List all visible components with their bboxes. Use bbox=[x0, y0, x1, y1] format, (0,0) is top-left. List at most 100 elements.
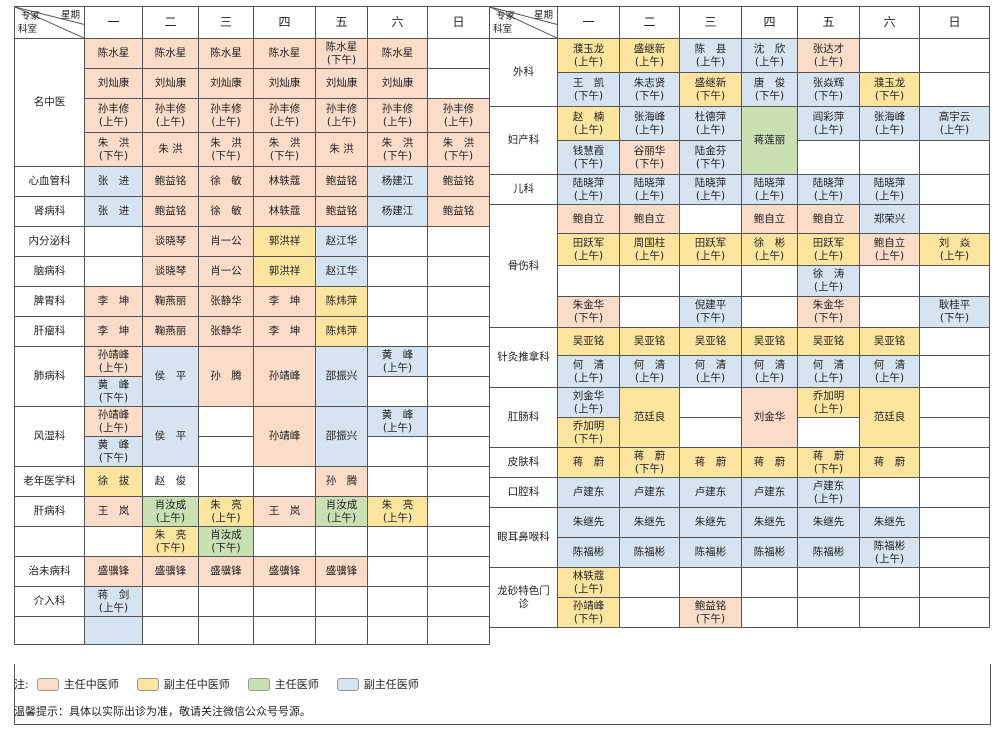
doctor-cell[interactable]: 刘灿康 bbox=[367, 68, 428, 99]
doctor-cell[interactable]: 蒋 蔚 bbox=[557, 447, 620, 478]
doctor-cell[interactable]: 鲍自立 bbox=[557, 204, 620, 234]
doctor-cell[interactable]: 蒋 蔚 bbox=[859, 447, 920, 478]
doctor-cell[interactable]: 孙靖峰 (上午) bbox=[84, 346, 143, 377]
doctor-cell[interactable]: 田跃军 (上午) bbox=[557, 233, 620, 266]
doctor-cell[interactable]: 鞠燕丽 bbox=[142, 286, 199, 317]
doctor-cell[interactable]: 徐 拔 bbox=[84, 466, 143, 497]
doctor-cell[interactable]: 范廷良 bbox=[859, 387, 920, 448]
doctor-cell[interactable]: 孙靖峰 (下午) bbox=[557, 597, 620, 628]
doctor-cell[interactable]: 陆晓萍 (上午) bbox=[859, 174, 920, 205]
doctor-cell[interactable]: 孙丰修 (上午) bbox=[142, 98, 199, 133]
doctor-cell[interactable]: 孙丰修 (上午) bbox=[253, 98, 316, 133]
doctor-cell[interactable]: 吴亚铭 bbox=[797, 327, 860, 356]
doctor-cell[interactable]: 鲍益铭 bbox=[142, 166, 199, 197]
doctor-cell[interactable]: 盛继新 (上午) bbox=[619, 38, 680, 73]
doctor-cell[interactable]: 郭洪祥 bbox=[253, 226, 316, 257]
doctor-cell[interactable]: 谷丽华 (下午) bbox=[619, 140, 680, 175]
doctor-cell[interactable]: 陆晓萍 (上午) bbox=[557, 174, 620, 205]
doctor-cell[interactable]: 刘灿康 bbox=[253, 68, 316, 99]
doctor-cell[interactable]: 陈福彬 (上午) bbox=[859, 537, 920, 568]
doctor-cell[interactable]: 孙丰修 (上午) bbox=[367, 98, 428, 133]
doctor-cell[interactable]: 黄 峰 (下午) bbox=[84, 436, 143, 467]
doctor-cell[interactable]: 吴亚铭 bbox=[619, 327, 680, 356]
doctor-cell[interactable]: 李 坤 bbox=[84, 316, 143, 347]
doctor-cell[interactable]: 鲍自立 bbox=[619, 204, 680, 234]
doctor-cell[interactable]: 陈水星 bbox=[84, 38, 143, 69]
doctor-cell[interactable]: 陈炜萍 bbox=[315, 316, 368, 347]
doctor-cell[interactable]: 孙靖峰 bbox=[253, 346, 316, 407]
doctor-cell[interactable]: 鲍自立 (上午) bbox=[859, 233, 920, 266]
doctor-cell[interactable]: 刘灿康 bbox=[315, 68, 368, 99]
doctor-cell[interactable]: 吴亚铭 bbox=[557, 327, 620, 356]
doctor-cell[interactable]: 肖一公 bbox=[198, 226, 254, 257]
doctor-cell[interactable]: 唐 俊 (下午) bbox=[741, 72, 798, 107]
doctor-cell[interactable]: 朱继先 bbox=[741, 507, 798, 538]
doctor-cell[interactable]: 刘金华 (上午) bbox=[557, 387, 620, 418]
doctor-cell[interactable]: 林轶蔻 bbox=[253, 196, 316, 227]
doctor-cell[interactable]: 朱 亮 (上午) bbox=[198, 496, 254, 527]
doctor-cell[interactable]: 朱继先 bbox=[619, 507, 680, 538]
doctor-cell[interactable]: 侯 平 bbox=[142, 346, 199, 407]
doctor-cell[interactable]: 鲍益铭 bbox=[427, 166, 490, 197]
doctor-cell[interactable]: 黄 峰 (上午) bbox=[367, 346, 428, 377]
doctor-cell[interactable]: 朱继先 bbox=[679, 507, 742, 538]
doctor-cell[interactable]: 卢建东 bbox=[619, 477, 680, 508]
doctor-cell[interactable]: 赵江华 bbox=[315, 256, 368, 287]
doctor-cell[interactable]: 徐 敏 bbox=[198, 166, 254, 197]
doctor-cell[interactable]: 孙丰修 (上午) bbox=[315, 98, 368, 133]
doctor-cell[interactable]: 朱 洪 (下午) bbox=[427, 132, 490, 167]
doctor-cell[interactable]: 濮玉龙 (上午) bbox=[557, 38, 620, 73]
doctor-cell[interactable]: 孙 腾 bbox=[198, 346, 254, 407]
doctor-cell[interactable]: 王 凯 (下午) bbox=[557, 72, 620, 107]
doctor-cell[interactable]: 黄 峰 (下午) bbox=[84, 376, 143, 407]
doctor-cell[interactable]: 田跃军 (上午) bbox=[679, 233, 742, 266]
doctor-cell[interactable]: 盛骥锋 bbox=[198, 556, 254, 587]
doctor-cell[interactable]: 乔加明 (下午) bbox=[557, 417, 620, 448]
doctor-cell[interactable]: 盛继新 (下午) bbox=[679, 72, 742, 107]
doctor-cell[interactable]: 何 清 (上午) bbox=[741, 355, 798, 388]
doctor-cell[interactable]: 肖汝成 (下午) bbox=[198, 526, 254, 557]
doctor-cell[interactable]: 何 清 (上午) bbox=[859, 355, 920, 388]
doctor-cell[interactable]: 吴亚铭 bbox=[679, 327, 742, 356]
doctor-cell[interactable]: 濮玉龙 (下午) bbox=[859, 72, 920, 107]
doctor-cell[interactable]: 朱继先 bbox=[557, 507, 620, 538]
doctor-cell[interactable]: 朱 亮 (上午) bbox=[367, 496, 428, 527]
doctor-cell[interactable]: 蒋 蔚 bbox=[679, 447, 742, 478]
doctor-cell[interactable]: 陆晓萍 (上午) bbox=[679, 174, 742, 205]
doctor-cell[interactable]: 谈晓琴 bbox=[142, 226, 199, 257]
doctor-cell[interactable]: 朱 亮 (下午) bbox=[142, 526, 199, 557]
doctor-cell[interactable]: 陆晓萍 (上午) bbox=[741, 174, 798, 205]
doctor-cell[interactable]: 赵 楠 (上午) bbox=[557, 106, 620, 141]
doctor-cell[interactable]: 肖汝成 (上午) bbox=[315, 496, 368, 527]
doctor-cell[interactable]: 范廷良 bbox=[619, 387, 680, 448]
doctor-cell[interactable]: 蒋 剑 (上午) bbox=[84, 586, 143, 617]
doctor-cell[interactable]: 蒋莲丽 bbox=[741, 106, 798, 175]
doctor-cell[interactable]: 卢建东 bbox=[557, 477, 620, 508]
doctor-cell[interactable]: 田跃军 (上午) bbox=[797, 233, 860, 266]
doctor-cell[interactable]: 陈水星 bbox=[142, 38, 199, 69]
doctor-cell[interactable]: 李 坤 bbox=[84, 286, 143, 317]
doctor-cell[interactable]: 张 进 bbox=[84, 166, 143, 197]
doctor-cell[interactable]: 赵 俊 bbox=[142, 466, 199, 497]
doctor-cell[interactable]: 朱志贤 (下午) bbox=[619, 72, 680, 107]
doctor-cell[interactable]: 陈炜萍 bbox=[315, 286, 368, 317]
doctor-cell[interactable]: 鲍自立 bbox=[741, 204, 798, 234]
doctor-cell[interactable]: 杜德萍 (上午) bbox=[679, 106, 742, 141]
doctor-cell[interactable]: 盛骥锋 bbox=[253, 556, 316, 587]
doctor-cell[interactable]: 倪建平 (下午) bbox=[679, 296, 742, 328]
doctor-cell[interactable]: 张静华 bbox=[198, 316, 254, 347]
doctor-cell[interactable]: 朱继先 bbox=[797, 507, 860, 538]
doctor-cell[interactable]: 吴亚铭 bbox=[859, 327, 920, 356]
doctor-cell[interactable]: 陈 县 (上午) bbox=[679, 38, 742, 73]
doctor-cell[interactable]: 蒋 蔚 (下午) bbox=[619, 447, 680, 478]
doctor-cell[interactable]: 陆晓萍 (上午) bbox=[619, 174, 680, 205]
doctor-cell[interactable]: 吴亚铭 bbox=[741, 327, 798, 356]
doctor-cell[interactable]: 何 清 (上午) bbox=[679, 355, 742, 388]
doctor-cell[interactable]: 卢建东 bbox=[679, 477, 742, 508]
doctor-cell[interactable]: 陆晓萍 (上午) bbox=[797, 174, 860, 205]
doctor-cell[interactable]: 盛骥锋 bbox=[84, 556, 143, 587]
doctor-cell[interactable]: 蒋 蔚 bbox=[741, 447, 798, 478]
doctor-cell[interactable]: 陈水星 (下午) bbox=[315, 38, 368, 69]
doctor-cell[interactable]: 卢建东 (上午) bbox=[797, 477, 860, 508]
doctor-cell[interactable]: 沈 欣 (上午) bbox=[741, 38, 798, 73]
